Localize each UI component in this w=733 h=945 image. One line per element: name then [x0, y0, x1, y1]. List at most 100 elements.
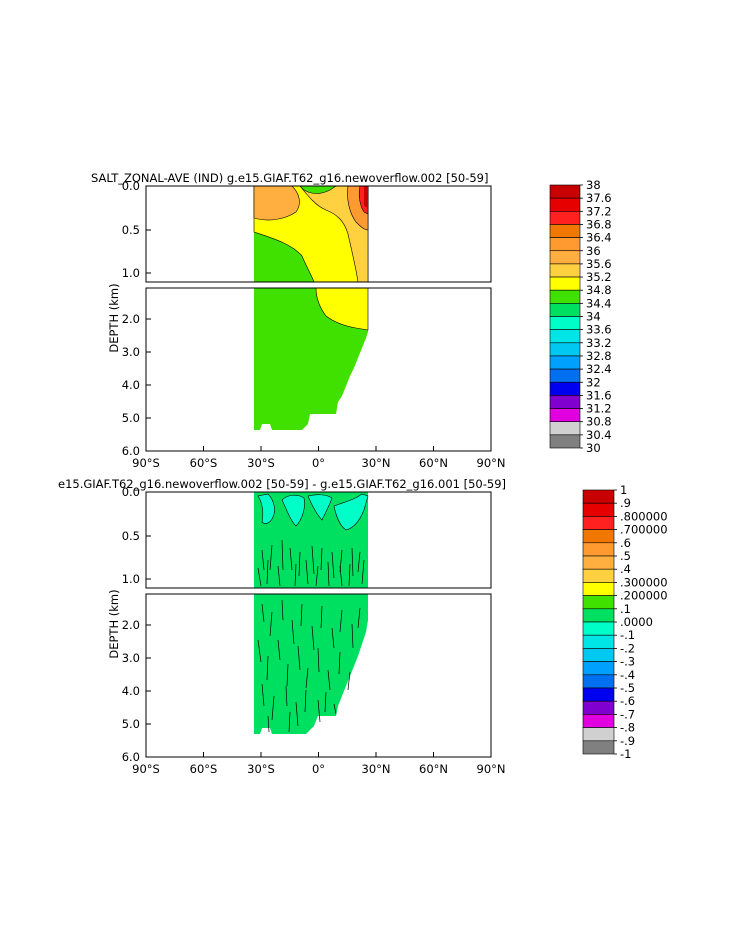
difference-field-neg-patch [257, 493, 275, 524]
panel-2-x-tick-label: 30°N [362, 762, 391, 776]
colorbar-label: .4 [620, 562, 631, 576]
colorbar-swatch [549, 303, 581, 317]
panel-2-tick-label: 0.0 [122, 485, 140, 499]
colorbar-swatch [549, 342, 581, 357]
colorbar-label: 36.4 [586, 231, 612, 245]
colorbar-swatch [582, 516, 615, 530]
colorbar-label: .1 [620, 602, 631, 616]
colorbar-label: -.6 [620, 694, 635, 708]
colorbar-label: -.7 [620, 707, 635, 721]
colorbar-label: .6 [620, 536, 631, 550]
panel-1-tick-label: 5.0 [122, 411, 140, 425]
colorbar-swatch [582, 648, 615, 662]
panel-2-y-axis-label: DEPTH (km) [107, 589, 121, 658]
panel-1-x-tick-label: 30°S [247, 456, 275, 470]
panel-2-tick-label: 5.0 [122, 717, 140, 731]
colorbar-swatch [582, 687, 615, 702]
colorbar-swatch [582, 529, 615, 544]
panel-2: e15.GIAF.T62_g16.newoverflow.002 [50-59]… [58, 477, 668, 776]
colorbar-label: .5 [620, 549, 631, 563]
colorbar-swatch [549, 355, 581, 370]
colorbar-label: 30.8 [586, 415, 612, 429]
colorbar-label: 31.2 [586, 402, 612, 416]
colorbar-label: 36 [586, 244, 601, 258]
colorbar-swatch [549, 250, 581, 265]
colorbar-label: 35.6 [586, 257, 612, 271]
panel-2-x-axis: 90°S 60°S 30°S 0° 30°N 60°N 90°N [132, 752, 506, 776]
panel-2-tick-label: 3.0 [122, 651, 140, 665]
colorbar-swatch [582, 621, 615, 636]
panel-1-tick-label: 0.5 [122, 223, 140, 237]
salinity-field-34-8-deep-band [315, 288, 369, 331]
colorbar-swatch [549, 316, 581, 330]
colorbar-swatch [582, 568, 615, 583]
colorbar-swatch [549, 197, 581, 212]
colorbar-label: 35.2 [586, 270, 612, 284]
colorbar-swatch [549, 224, 581, 238]
panel-2-colorbar: 1.9.800000.700000.6.5.4.300000.200000.1.… [582, 483, 668, 761]
panel-1: SALT_ZONAL-AVE (IND) g.e15.GIAF.T62_g16.… [91, 171, 612, 470]
panel-2-lower-plot [254, 594, 368, 734]
panel-1-tick-label: 3.0 [122, 345, 140, 359]
colorbar-swatch [549, 395, 581, 409]
panel-1-tick-label: 1.0 [122, 266, 140, 280]
panel-1-title: SALT_ZONAL-AVE (IND) g.e15.GIAF.T62_g16.… [91, 171, 488, 185]
difference-contours-upper [257, 539, 365, 587]
colorbar-swatch [549, 421, 581, 436]
panel-1-upper-plot [253, 186, 369, 282]
colorbar-swatch [549, 276, 581, 291]
colorbar-swatch [549, 289, 581, 304]
colorbar-swatch [582, 555, 615, 570]
difference-field-neg-patch [307, 494, 333, 521]
colorbar-swatch [582, 634, 615, 649]
colorbar-swatch [582, 674, 615, 689]
colorbar-label: .700000 [620, 523, 668, 537]
colorbar-label: 32.4 [586, 362, 612, 376]
colorbar-label: 34.4 [586, 296, 612, 310]
colorbar-label: -.2 [620, 641, 635, 655]
panel-1-x-tick-label: 90°S [132, 456, 160, 470]
panel-1-x-tick-label: 90°N [477, 456, 506, 470]
colorbar-label: .200000 [620, 589, 668, 603]
colorbar-label: 1 [620, 483, 627, 497]
colorbar-swatch [582, 502, 615, 517]
colorbar-swatch [582, 542, 615, 557]
difference-field-neg-patch [333, 493, 369, 531]
colorbar-swatch [549, 368, 581, 383]
panel-2-upper-frame [145, 491, 492, 589]
colorbar-label: 34.8 [586, 283, 612, 297]
panel-2-tick-label: 2.0 [122, 618, 140, 632]
panel-1-y-axis-label: DEPTH (km) [107, 283, 121, 352]
panel-2-tick-label: 0.5 [122, 529, 140, 543]
colorbar-label: 33.6 [586, 323, 612, 337]
panel-1-lower-y-axis: 2.0 3.0 4.0 5.0 6.0 [122, 312, 151, 458]
colorbar-swatch [549, 434, 581, 449]
salinity-field-34-4-patch [299, 186, 337, 194]
difference-field-deep-band [254, 594, 368, 734]
colorbar-swatch [582, 700, 615, 715]
panel-2-x-tick-label: 0° [312, 762, 325, 776]
colorbar-swatch [549, 237, 581, 252]
colorbar-swatch [582, 582, 615, 596]
difference-contours-lower [257, 599, 361, 733]
panel-2-tick-label: 6.0 [122, 750, 140, 764]
colorbar-swatch [582, 608, 615, 623]
colorbar-swatch [582, 727, 615, 742]
panel-1-tick-label: 0.0 [122, 179, 140, 193]
panel-1-x-axis: 90°S 60°S 30°S 0° 30°N 60°N 90°N [132, 446, 506, 470]
colorbar-label: 34 [586, 310, 601, 324]
colorbar-label: 31.6 [586, 388, 612, 402]
colorbar-label: -.9 [620, 734, 635, 748]
panel-2-x-tick-label: 60°N [419, 762, 448, 776]
colorbar-label: .300000 [620, 575, 668, 589]
colorbar-label: -.8 [620, 721, 635, 735]
salinity-field-37-8-band [364, 186, 368, 208]
colorbar-swatch [582, 661, 615, 676]
colorbar-swatch [582, 489, 615, 504]
colorbar-label: -.1 [620, 628, 635, 642]
colorbar-label: 38 [586, 178, 601, 192]
panel-1-tick-label: 4.0 [122, 378, 140, 392]
panel-2-x-tick-label: 90°N [477, 762, 506, 776]
panel-1-x-tick-label: 30°N [362, 456, 391, 470]
